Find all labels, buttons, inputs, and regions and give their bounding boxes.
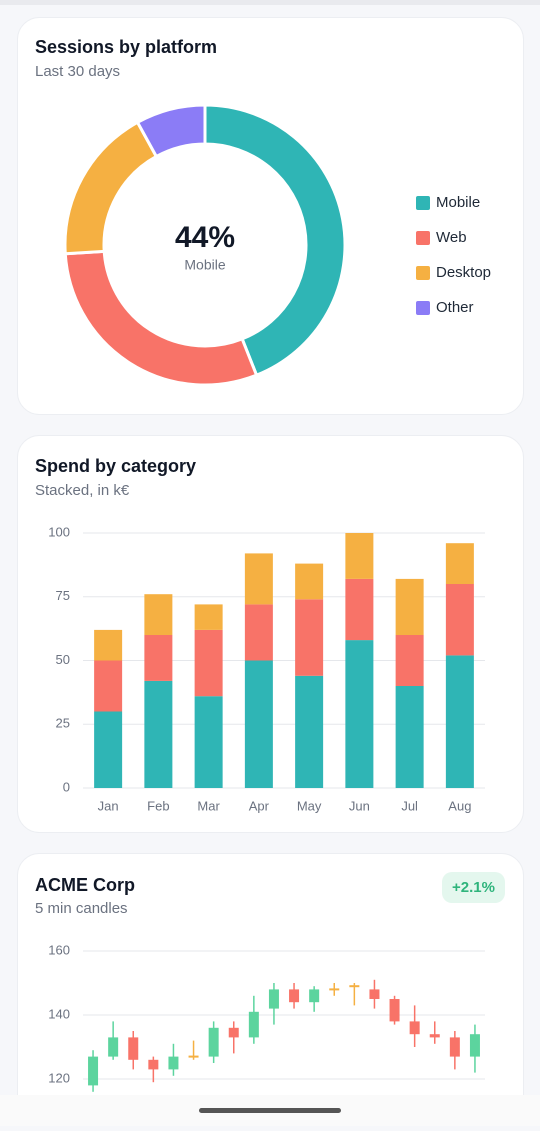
bar-segment — [94, 711, 123, 788]
card-title: Sessions by platform — [35, 37, 217, 57]
legend-swatch — [416, 301, 430, 315]
x-tick-label: Jul — [401, 798, 418, 813]
candle-body — [369, 989, 380, 999]
card-title: ACME Corp — [35, 875, 135, 895]
bar-segment — [395, 635, 424, 686]
candle-body — [168, 1056, 179, 1070]
legend-label: Desktop — [436, 264, 491, 281]
candle-body — [429, 1034, 440, 1038]
y-tick-label: 100 — [48, 524, 70, 539]
x-tick-label: May — [297, 798, 322, 813]
x-tick-label: Jan — [98, 798, 119, 813]
bar-segment — [144, 594, 173, 635]
candle-body — [409, 1021, 420, 1035]
candle-body — [248, 1011, 259, 1038]
candle-body — [268, 989, 279, 1009]
legend-swatch — [416, 196, 430, 210]
bar-segment — [94, 629, 123, 661]
candle-body — [148, 1059, 159, 1070]
y-tick-label: 160 — [48, 942, 70, 957]
legend-label: Web — [436, 229, 467, 246]
bar-segment — [194, 696, 223, 788]
bar-segment — [345, 640, 374, 788]
candle-body — [188, 1055, 199, 1058]
status-bar — [0, 0, 540, 5]
bar-segment — [244, 660, 273, 788]
candle-body — [349, 985, 360, 988]
y-tick-label: 50 — [56, 652, 70, 667]
card-title: Spend by category — [35, 456, 196, 476]
home-indicator — [199, 1108, 341, 1113]
bar-segment — [244, 604, 273, 661]
bar-segment — [295, 563, 324, 600]
bar-segment — [194, 604, 223, 630]
center-label: Mobile — [184, 257, 225, 273]
y-tick-label: 75 — [56, 588, 70, 603]
change-badge — [442, 872, 505, 903]
candle-body — [228, 1027, 239, 1038]
bar-segment — [395, 686, 424, 788]
bar-segment — [345, 578, 374, 641]
candle-body — [289, 989, 300, 1003]
legend-swatch — [416, 266, 430, 280]
candle-body — [208, 1027, 219, 1057]
candle-body — [88, 1056, 99, 1086]
candle-body — [449, 1037, 460, 1057]
center-value: 44% — [175, 221, 235, 254]
candle-body — [128, 1037, 139, 1060]
candle-body — [329, 988, 340, 991]
y-tick-label: 140 — [48, 1006, 70, 1021]
legend-label: Mobile — [436, 194, 480, 211]
y-tick-label: 25 — [56, 716, 70, 731]
candle-body — [469, 1034, 480, 1057]
card-subtitle: 5 min candles — [35, 900, 128, 917]
x-tick-label: Jun — [349, 798, 370, 813]
candle-body — [108, 1037, 119, 1057]
candle-body — [309, 989, 320, 1003]
bar-segment — [445, 655, 474, 788]
bar-segment — [94, 660, 123, 712]
bar-segment — [194, 629, 223, 697]
bar-segment — [445, 543, 474, 584]
bar-segment — [295, 675, 324, 788]
card-subtitle: Stacked, in k€ — [35, 482, 130, 499]
bar-segment — [395, 578, 424, 635]
bar-segment — [445, 584, 474, 656]
x-tick-label: Apr — [249, 798, 270, 813]
y-tick-label: 120 — [48, 1070, 70, 1085]
candle-body — [389, 999, 400, 1022]
bar-segment — [144, 680, 173, 788]
bar-segment — [295, 599, 324, 676]
bar-segment — [345, 533, 374, 579]
change-badge-text: +2.1% — [452, 879, 495, 896]
x-tick-label: Mar — [197, 798, 220, 813]
x-tick-label: Aug — [448, 798, 471, 813]
legend-label: Other — [436, 299, 474, 316]
donut-segment — [135, 103, 207, 159]
x-tick-label: Feb — [147, 798, 169, 813]
bar-segment — [244, 553, 273, 605]
card-subtitle: Last 30 days — [35, 63, 120, 80]
legend-swatch — [416, 231, 430, 245]
donut-segment — [203, 103, 347, 378]
card — [17, 17, 524, 415]
y-tick-label: 0 — [63, 779, 70, 794]
bar-segment — [144, 635, 173, 681]
